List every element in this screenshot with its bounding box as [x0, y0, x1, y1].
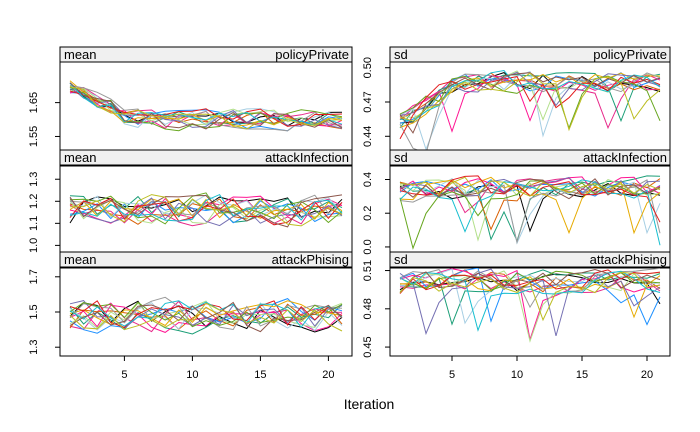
- trace-series-1: [399, 271, 661, 294]
- trace-lines: [399, 175, 661, 250]
- y-tick-label: 1.0: [28, 238, 40, 253]
- x-tick-label: 20: [641, 369, 653, 381]
- trace-series-3: [69, 303, 343, 330]
- plot-frame: [389, 267, 671, 357]
- strip-stat-label: sd: [394, 150, 408, 165]
- trace-series-14: [399, 178, 661, 200]
- y-tick-label: 0.51: [362, 260, 374, 281]
- trace-series-9: [69, 85, 343, 132]
- y-tick-label: 1.7: [28, 269, 40, 284]
- strip-stat-label: mean: [64, 252, 97, 267]
- trace-lines: [399, 69, 661, 150]
- trace-series-11: [399, 180, 661, 250]
- trace-series-7: [69, 87, 343, 126]
- y-tick-label: 1.2: [28, 194, 40, 209]
- trace-series-4: [69, 200, 343, 224]
- trace-series-15: [69, 302, 343, 332]
- x-tick-label: 10: [186, 369, 198, 381]
- panel-sd-policyPrivate: sd policyPrivate 0.44 0.47 0.50: [362, 46, 671, 151]
- trace-series-14: [69, 301, 343, 333]
- trace-series-11: [69, 192, 343, 225]
- trace-series-6: [399, 70, 661, 150]
- y-tick-label: 0.50: [362, 57, 374, 78]
- trace-series-10: [69, 86, 343, 129]
- y-tick-label: 0.44: [362, 126, 374, 147]
- panel-mean-attackInfection: mean attackInfection 1.0 1.1 1.2 1.3: [28, 149, 353, 253]
- y-tick-label: 1.55: [28, 126, 40, 147]
- trace-series-15: [399, 271, 661, 322]
- trace-series-15: [399, 72, 661, 132]
- x-tick-label: 10: [511, 369, 523, 381]
- trace-lines: [69, 192, 343, 228]
- trace-series-15: [399, 176, 661, 197]
- y-tick-label: 1.5: [28, 304, 40, 319]
- trace-series-5: [69, 304, 343, 333]
- y-tick-label: 0.0: [362, 239, 374, 254]
- strip-stat-label: sd: [394, 252, 408, 267]
- trace-series-7: [399, 179, 661, 242]
- y-tick-label: 1.3: [28, 172, 40, 187]
- y-tick-label: 0.45: [362, 336, 374, 357]
- trace-lines: [69, 296, 343, 335]
- trace-lines: [69, 80, 343, 132]
- trace-series-0: [69, 300, 343, 333]
- trace-series-14: [69, 82, 343, 130]
- trace-series-6: [399, 268, 661, 325]
- strip-bg: [389, 251, 671, 268]
- trace-lines: [399, 268, 661, 343]
- strip-variable-label: attackPhising: [590, 252, 667, 267]
- panel-mean-policyPrivate: mean policyPrivate 1.55 1.65: [28, 46, 353, 151]
- strip-stat-label: sd: [394, 47, 408, 62]
- trace-series-0: [399, 182, 661, 233]
- trace-series-15: [69, 194, 343, 227]
- y-tick-label: 0.47: [362, 91, 374, 112]
- panel-sd-attackInfection: sd attackInfection 0.0 0.2 0.4: [362, 149, 671, 255]
- panel-mean-attackPhising: mean attackPhising 1.3 1.5 1.7 5 10 15 20: [28, 251, 353, 381]
- strip-variable-label: attackPhising: [272, 252, 349, 267]
- x-tick-label: 15: [576, 369, 588, 381]
- strip-variable-label: attackInfection: [583, 150, 667, 165]
- x-tick-label: 5: [449, 369, 455, 381]
- y-tick-label: 0.2: [362, 206, 374, 221]
- trace-series-6: [69, 85, 343, 128]
- y-tick-label: 1.3: [28, 340, 40, 355]
- trace-series-2: [69, 304, 343, 335]
- y-tick-label: 1.1: [28, 216, 40, 231]
- trace-series-12: [69, 90, 343, 127]
- strip-variable-label: attackInfection: [265, 150, 349, 165]
- trace-series-12: [69, 197, 343, 226]
- strip-bg: [59, 251, 353, 268]
- panel-sd-attackPhising: sd attackPhising 0.45 0.48 0.51 5 10 15 20: [362, 251, 671, 381]
- trace-series-11: [399, 75, 661, 130]
- x-tick-label: 15: [254, 369, 266, 381]
- trace-series-14: [69, 194, 343, 228]
- trace-series-2: [399, 72, 661, 129]
- trace-series-13: [399, 270, 661, 332]
- x-tick-label: 20: [322, 369, 334, 381]
- strip-variable-label: policyPrivate: [275, 47, 349, 62]
- y-tick-label: 0.48: [362, 298, 374, 319]
- trace-series-14: [399, 268, 661, 294]
- strip-bg: [59, 149, 353, 166]
- y-tick-label: 1.65: [28, 92, 40, 113]
- trace-series-2: [399, 269, 661, 326]
- trace-series-13: [69, 193, 343, 222]
- strip-stat-label: mean: [64, 150, 97, 165]
- strip-stat-label: mean: [64, 47, 97, 62]
- x-axis-label: Iteration: [344, 396, 395, 412]
- y-tick-label: 0.4: [362, 172, 374, 187]
- strip-variable-label: policyPrivate: [593, 47, 667, 62]
- x-tick-label: 5: [121, 369, 127, 381]
- trace-series-7: [69, 300, 343, 329]
- trace-series-15: [69, 86, 343, 130]
- trace-series-13: [399, 179, 661, 246]
- strip-bg: [389, 149, 671, 166]
- trace-series-5: [399, 74, 661, 133]
